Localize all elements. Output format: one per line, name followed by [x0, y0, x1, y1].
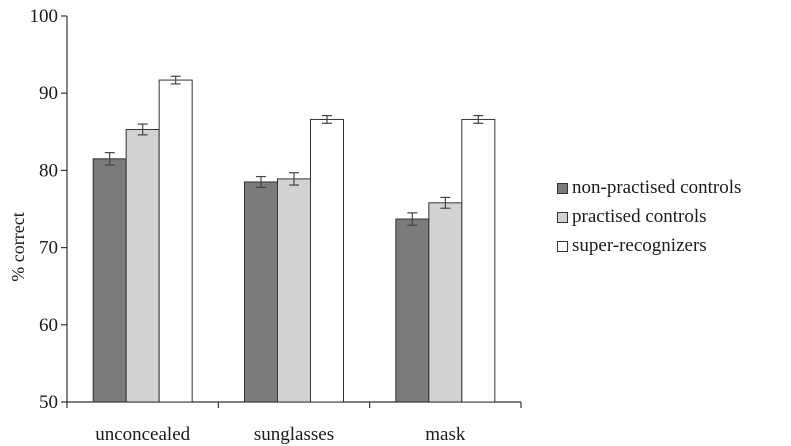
y-axis: 50 60 70 80 90 100 — [30, 6, 68, 413]
x-tick-label: sunglasses — [254, 424, 334, 445]
legend-item: non-practised controls — [557, 174, 741, 202]
legend-swatch — [557, 240, 568, 252]
bar — [428, 202, 463, 403]
x-tick-label: mask — [425, 424, 466, 445]
legend-swatch — [557, 182, 568, 194]
bar — [158, 79, 193, 403]
legend-label: practised controls — [572, 206, 707, 227]
x-axis: unconcealed sunglasses mask — [66, 401, 522, 445]
legend-swatch — [557, 211, 568, 223]
y-tick-label: 60 — [39, 315, 58, 336]
y-tick-label: 80 — [39, 160, 58, 181]
y-tick-label: 50 — [39, 392, 58, 413]
bar — [92, 158, 127, 403]
y-tick-label: 70 — [39, 238, 58, 259]
legend-item: super-recognizers — [557, 232, 741, 260]
legend-label: super-recognizers — [572, 235, 707, 256]
legend-item: practised controls — [557, 203, 741, 231]
bar — [310, 118, 344, 403]
bar — [395, 218, 430, 403]
y-tick-label: 100 — [30, 6, 59, 27]
bar — [277, 178, 311, 403]
bar — [461, 118, 496, 403]
legend: non-practised controls practised controls… — [557, 174, 741, 261]
bar — [244, 181, 278, 403]
legend-label: non-practised controls — [572, 177, 742, 198]
bars — [92, 75, 496, 403]
x-tick-label: unconcealed — [95, 424, 190, 445]
y-axis-title: % correct — [8, 212, 28, 281]
y-tick-label: 90 — [39, 83, 58, 104]
bar — [125, 128, 160, 403]
